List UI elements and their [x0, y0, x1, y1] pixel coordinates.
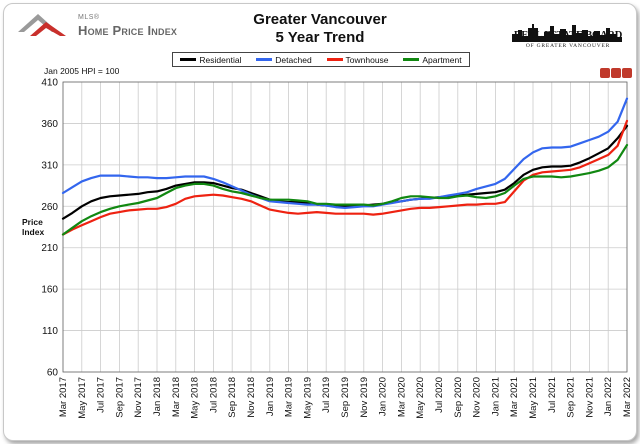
x-tick-label: Jan 2020 — [378, 377, 389, 416]
y-tick-label: 410 — [41, 78, 58, 89]
y-tick-label: 110 — [42, 326, 58, 337]
x-tick-label: Mar 2018 — [171, 377, 182, 417]
legend-swatch-residential — [180, 58, 197, 61]
x-tick-label: Jul 2017 — [96, 377, 107, 413]
x-tick-label: Mar 2020 — [396, 377, 407, 417]
logo-top-text: MLS® — [78, 14, 100, 21]
x-tick-label: Nov 2017 — [133, 377, 144, 418]
legend-label-apartment: Apartment — [422, 54, 462, 65]
x-tick-label: Sep 2021 — [566, 377, 577, 418]
x-tick-label: Sep 2017 — [114, 377, 125, 418]
logo-main-text: Home Price Index — [78, 23, 178, 38]
x-tick-label: Mar 2022 — [622, 377, 633, 417]
legend-item-townhouse: Townhouse — [326, 54, 389, 65]
legend-label-townhouse: Townhouse — [345, 54, 389, 65]
y-axis-label: Index — [22, 227, 44, 237]
x-tick-label: May 2018 — [190, 377, 201, 419]
x-tick-label: Jan 2022 — [603, 377, 614, 416]
legend-item-residential: Residential — [180, 55, 241, 65]
series-line-detached — [61, 97, 629, 209]
board-name: REAL ESTATE BOARD — [513, 30, 623, 41]
x-tick-label: Mar 2019 — [284, 377, 295, 417]
chart-title-line2: 5 Year Trend — [275, 29, 365, 46]
x-tick-label: Mar 2021 — [509, 377, 520, 417]
x-tick-label: Jul 2019 — [321, 377, 332, 413]
series-line-townhouse — [61, 119, 629, 236]
y-tick-label: 60 — [47, 368, 59, 379]
x-tick-label: Nov 2019 — [359, 377, 370, 418]
x-tick-label: May 2017 — [77, 377, 88, 419]
y-tick-label: 210 — [41, 243, 58, 254]
x-tick-label: Sep 2019 — [340, 377, 351, 418]
skyline-icon — [512, 24, 622, 42]
x-tick-label: Jan 2021 — [490, 377, 501, 416]
x-tick-label: Sep 2018 — [227, 377, 238, 418]
equal-housing-badge-icon — [622, 68, 632, 78]
x-tick-label: Nov 2020 — [472, 377, 483, 418]
board-subtitle: OF GREATER VANCOUVER — [525, 43, 611, 49]
chart-legend: Residential Detached Townhouse Apartment — [172, 52, 470, 67]
x-tick-label: Jan 2018 — [152, 377, 163, 416]
x-tick-label: Sep 2020 — [453, 377, 464, 418]
mls-badge-icon — [600, 68, 610, 78]
realtor-badge-icon — [611, 68, 621, 78]
legend-item-detached: Detached — [256, 54, 312, 65]
x-tick-label: Jul 2018 — [208, 377, 219, 413]
series-line-apartment — [61, 143, 629, 236]
y-tick-label: 260 — [41, 202, 58, 213]
x-tick-label: Jul 2021 — [547, 377, 558, 413]
x-tick-label: Nov 2021 — [584, 377, 595, 418]
chart-title-line1: Greater Vancouver — [253, 11, 387, 28]
realtor-badges — [600, 68, 632, 80]
base-index-note: Jan 2005 HPI = 100 — [44, 66, 120, 76]
y-axis-label: Price — [22, 217, 43, 227]
legend-item-apartment: Apartment — [403, 54, 462, 65]
line-chart: 60 110 160 210 260 310 360 410 Mar 2017 May 2017 J… — [22, 78, 633, 419]
y-tick-label: 310 — [41, 160, 58, 171]
mls-hpi-logo: MLS® Home Price Index — [16, 10, 206, 44]
y-tick-label: 160 — [41, 285, 58, 296]
house-roof-icon — [18, 14, 66, 36]
x-tick-label: Mar 2017 — [58, 377, 69, 417]
x-tick-label: May 2019 — [302, 377, 313, 419]
y-tick-label: 360 — [41, 119, 58, 130]
legend-swatch-townhouse — [326, 58, 343, 61]
series-line-residential — [61, 124, 629, 220]
legend-swatch-apartment — [403, 58, 420, 61]
chart-frame: MLS® Home Price Index Greater Vancouver … — [3, 3, 637, 441]
x-tick-label: May 2021 — [528, 377, 539, 419]
x-tick-label: Jan 2019 — [265, 377, 276, 416]
plot-area — [62, 81, 628, 373]
legend-label-residential: Residential — [199, 54, 242, 65]
x-tick-label: May 2020 — [415, 377, 426, 419]
x-tick-label: Jul 2020 — [434, 377, 445, 413]
legend-swatch-detached — [256, 58, 273, 61]
x-tick-label: Nov 2018 — [246, 377, 257, 418]
legend-label-detached: Detached — [275, 54, 312, 65]
